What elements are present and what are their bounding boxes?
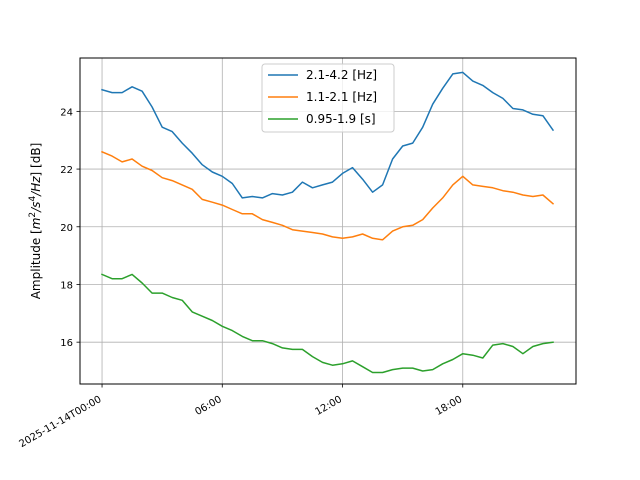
y-axis-label: Amplitude [m2/s4/Hz] [dB] (28, 143, 43, 300)
plot-frame (79, 57, 577, 385)
y-tick-label: 18 (60, 280, 73, 291)
y-tick-label: 20 (60, 223, 73, 234)
y-tick-label: 24 (60, 107, 73, 118)
series-group (101, 71, 555, 374)
legend-label-series-3: 0.95-1.9 [s] (306, 112, 376, 126)
legend-label-series-1: 2.1-4.2 [Hz] (306, 68, 377, 82)
y-tick-label: 16 (60, 338, 73, 349)
y-tick-label: 22 (60, 165, 73, 176)
series-line-2 (101, 150, 555, 241)
legend-label-series-2: 1.1-2.1 [Hz] (306, 90, 377, 104)
series-line-3 (101, 273, 554, 374)
legend: 2.1-4.2 [Hz] 1.1-2.1 [Hz] 0.95-1.9 [s] (261, 63, 395, 133)
legend-box (261, 63, 395, 133)
series-line-1 (101, 71, 555, 199)
